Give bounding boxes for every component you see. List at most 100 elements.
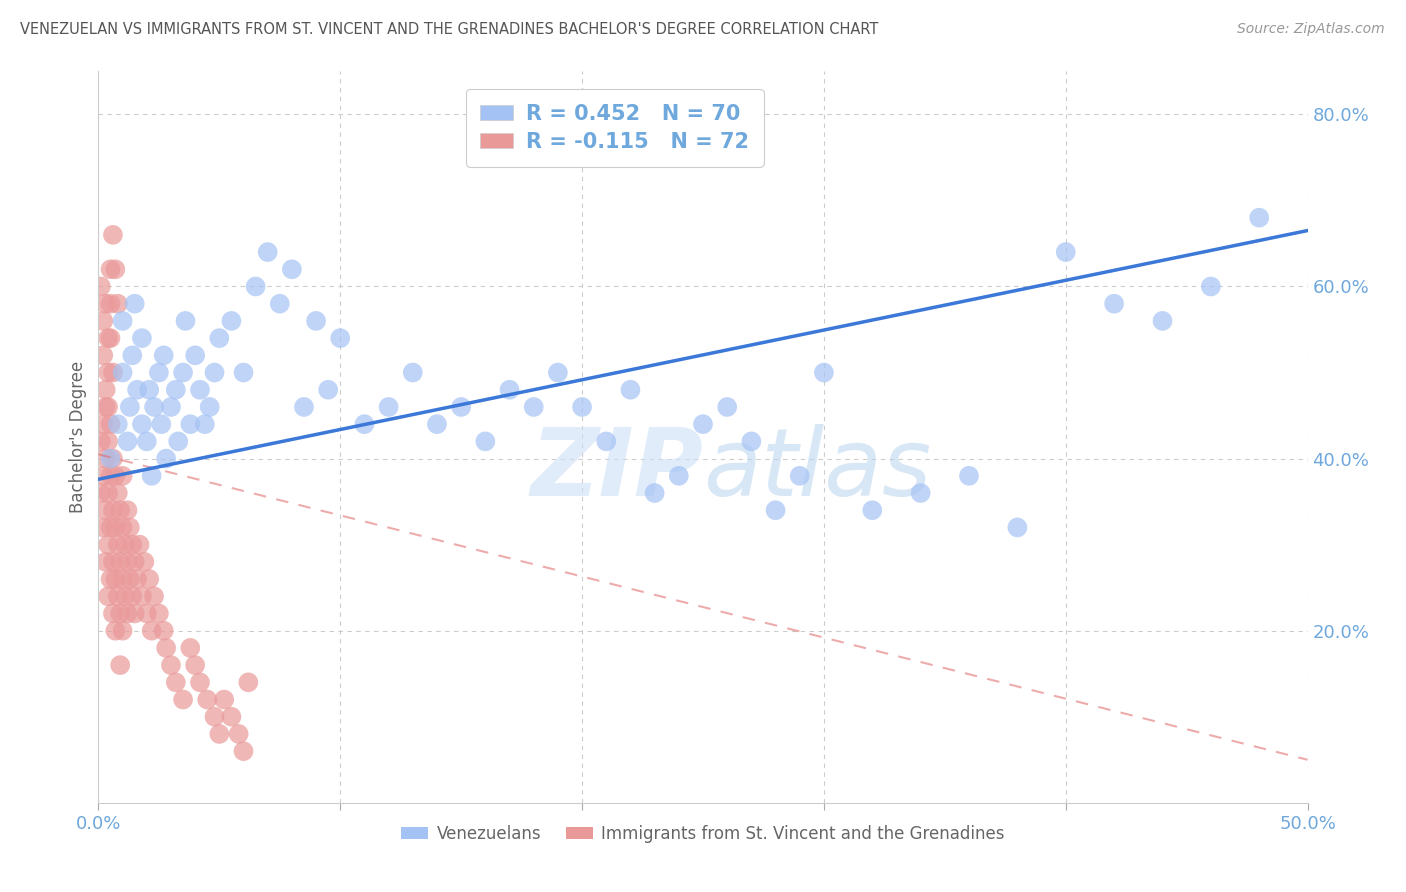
- Point: [91, 468, 114, 483]
- Point: [124, 296, 146, 310]
- Point: [860, 503, 883, 517]
- Point: [238, 675, 260, 690]
- Point: [90, 434, 112, 449]
- Point: [644, 486, 666, 500]
- Point: [172, 692, 194, 706]
- Y-axis label: Bachelor's Degree: Bachelor's Degree: [69, 361, 87, 513]
- Point: [104, 262, 127, 277]
- Point: [910, 486, 932, 500]
- Point: [1199, 279, 1222, 293]
- Point: [104, 520, 127, 534]
- Point: [571, 400, 593, 414]
- Point: [94, 451, 117, 466]
- Point: [167, 434, 190, 449]
- Point: [111, 314, 134, 328]
- Point: [127, 572, 149, 586]
- Point: [124, 555, 146, 569]
- Point: [111, 366, 134, 380]
- Point: [377, 400, 399, 414]
- Point: [204, 366, 226, 380]
- Point: [179, 640, 201, 655]
- Point: [188, 675, 211, 690]
- Point: [692, 417, 714, 432]
- Point: [100, 262, 122, 277]
- Point: [121, 589, 143, 603]
- Point: [100, 451, 122, 466]
- Point: [117, 607, 139, 621]
- Point: [104, 468, 127, 483]
- Point: [90, 486, 112, 500]
- Point: [1152, 314, 1174, 328]
- Point: [97, 486, 120, 500]
- Point: [135, 434, 157, 449]
- Point: [668, 468, 690, 483]
- Point: [316, 383, 339, 397]
- Point: [1054, 245, 1077, 260]
- Point: [114, 538, 136, 552]
- Point: [474, 434, 496, 449]
- Legend: Venezuelans, Immigrants from St. Vincent and the Grenadines: Venezuelans, Immigrants from St. Vincent…: [395, 818, 1011, 849]
- Point: [172, 366, 194, 380]
- Point: [97, 538, 120, 552]
- Point: [101, 607, 124, 621]
- Point: [94, 383, 117, 397]
- Point: [498, 383, 520, 397]
- Point: [91, 520, 114, 534]
- Point: [716, 400, 738, 414]
- Point: [108, 555, 131, 569]
- Point: [111, 572, 134, 586]
- Point: [107, 417, 129, 432]
- Point: [131, 331, 153, 345]
- Point: [160, 658, 183, 673]
- Point: [94, 296, 117, 310]
- Point: [245, 279, 267, 293]
- Point: [1102, 296, 1125, 310]
- Point: [292, 400, 315, 414]
- Point: [184, 658, 207, 673]
- Point: [957, 468, 980, 483]
- Point: [100, 572, 122, 586]
- Point: [813, 366, 835, 380]
- Point: [91, 314, 114, 328]
- Point: [195, 692, 218, 706]
- Point: [117, 503, 139, 517]
- Point: [269, 296, 291, 310]
- Point: [124, 607, 146, 621]
- Point: [232, 366, 254, 380]
- Point: [148, 366, 170, 380]
- Point: [204, 710, 226, 724]
- Point: [107, 538, 129, 552]
- Point: [101, 366, 124, 380]
- Point: [135, 607, 157, 621]
- Point: [121, 538, 143, 552]
- Point: [740, 434, 762, 449]
- Point: [111, 520, 134, 534]
- Point: [143, 589, 166, 603]
- Point: [91, 348, 114, 362]
- Point: [101, 503, 124, 517]
- Point: [97, 434, 120, 449]
- Point: [426, 417, 449, 432]
- Point: [402, 366, 425, 380]
- Point: [90, 279, 112, 293]
- Point: [101, 451, 124, 466]
- Point: [111, 624, 134, 638]
- Text: VENEZUELAN VS IMMIGRANTS FROM ST. VINCENT AND THE GRENADINES BACHELOR'S DEGREE C: VENEZUELAN VS IMMIGRANTS FROM ST. VINCEN…: [20, 22, 879, 37]
- Text: ZIP: ZIP: [530, 424, 703, 516]
- Point: [100, 520, 122, 534]
- Point: [118, 572, 141, 586]
- Point: [450, 400, 472, 414]
- Point: [194, 417, 217, 432]
- Point: [523, 400, 546, 414]
- Text: atlas: atlas: [703, 425, 931, 516]
- Point: [128, 538, 150, 552]
- Point: [221, 314, 243, 328]
- Point: [114, 589, 136, 603]
- Point: [101, 227, 124, 242]
- Point: [619, 383, 641, 397]
- Point: [595, 434, 617, 449]
- Point: [127, 383, 149, 397]
- Point: [117, 434, 139, 449]
- Point: [165, 675, 187, 690]
- Point: [117, 555, 139, 569]
